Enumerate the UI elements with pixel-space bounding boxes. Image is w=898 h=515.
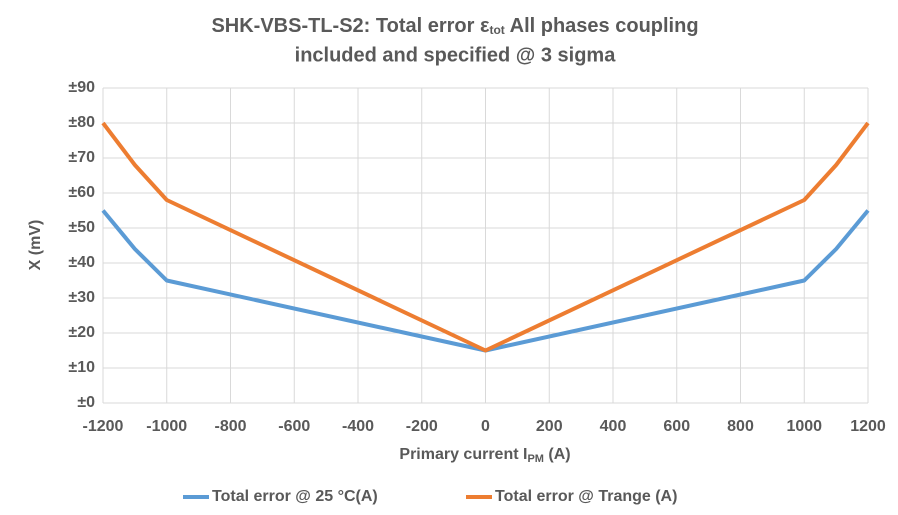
x-tick-label: 1200 — [850, 418, 886, 435]
x-tick-label: -800 — [214, 418, 246, 435]
x-tick-label: -600 — [278, 418, 310, 435]
x-tick-label: 800 — [727, 418, 754, 435]
chart-title: SHK-VBS-TL-S2: Total error εtot All phas… — [211, 15, 698, 37]
x-axis-label: Primary current IPM (A) — [399, 446, 570, 465]
y-tick-label: ±60 — [68, 184, 95, 201]
y-tick-label: ±80 — [68, 114, 95, 131]
y-tick-label: ±90 — [68, 79, 95, 96]
x-tick-label: 400 — [600, 418, 627, 435]
y-tick-label: ±70 — [68, 149, 95, 166]
y-tick-label: ±10 — [68, 359, 95, 376]
x-axis-label-subscript: PM — [527, 453, 544, 465]
y-tick-label: ±50 — [68, 219, 95, 236]
y-axis-label: X (mV) — [27, 220, 44, 271]
x-tick-label: 0 — [481, 418, 490, 435]
x-axis-label-text: Primary current I — [399, 446, 527, 463]
y-tick-label: ±40 — [68, 254, 95, 271]
x-tick-label: -200 — [406, 418, 438, 435]
title-text: SHK-VBS-TL-S2: Total error ε — [211, 15, 490, 37]
legend-label: Total error @ 25 °C(A) — [212, 488, 378, 505]
y-tick-label: ±0 — [77, 394, 95, 411]
x-tick-label: 600 — [663, 418, 690, 435]
y-tick-label: ±20 — [68, 324, 95, 341]
x-tick-label: -1000 — [146, 418, 187, 435]
x-tick-label: 1000 — [786, 418, 822, 435]
title-text: All phases coupling — [505, 15, 699, 37]
x-tick-label: -1200 — [83, 418, 124, 435]
y-tick-label: ±30 — [68, 289, 95, 306]
chart-title: included and specified @ 3 sigma — [295, 44, 617, 66]
title-subscript: tot — [489, 23, 504, 37]
x-axis-label-text: (A) — [544, 446, 571, 463]
x-tick-label: 200 — [536, 418, 563, 435]
x-tick-label: -400 — [342, 418, 374, 435]
line-series — [101, 121, 870, 353]
legend-label: Total error @ Trange (A) — [495, 488, 677, 505]
